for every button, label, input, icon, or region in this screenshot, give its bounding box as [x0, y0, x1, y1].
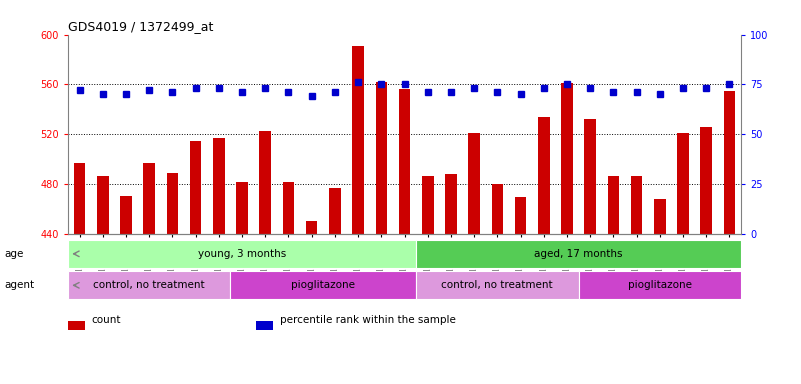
Bar [376, 82, 387, 234]
Bar [256, 321, 273, 330]
Bar [492, 184, 503, 234]
Bar [469, 133, 480, 234]
Bar [68, 240, 416, 268]
Bar [213, 138, 225, 234]
Bar [329, 188, 340, 234]
Bar [416, 271, 578, 300]
Bar [538, 117, 549, 234]
Bar [283, 182, 294, 234]
Bar [260, 131, 271, 234]
Text: aged, 17 months: aged, 17 months [534, 249, 622, 259]
Text: pioglitazone: pioglitazone [292, 280, 356, 290]
Bar [399, 89, 410, 234]
Bar [445, 174, 457, 234]
Bar [422, 175, 433, 234]
Bar [74, 163, 86, 234]
Bar [167, 173, 179, 234]
Text: control, no treatment: control, no treatment [94, 280, 205, 290]
Text: age: age [4, 249, 23, 259]
Text: agent: agent [4, 280, 34, 290]
Bar [416, 240, 741, 268]
Bar [68, 271, 231, 300]
Text: young, 3 months: young, 3 months [198, 249, 286, 259]
Text: percentile rank within the sample: percentile rank within the sample [280, 315, 456, 325]
Bar [68, 321, 85, 330]
Bar [236, 182, 248, 234]
Bar [352, 46, 364, 234]
Bar [584, 119, 596, 234]
Bar [654, 199, 666, 234]
Bar [97, 175, 109, 234]
Bar [515, 197, 526, 234]
Bar [700, 127, 712, 234]
Text: count: count [91, 315, 121, 325]
Bar [143, 163, 155, 234]
Bar [190, 141, 202, 234]
Text: control, no treatment: control, no treatment [441, 280, 553, 290]
Bar [120, 195, 132, 234]
Bar [677, 133, 689, 234]
Bar [306, 220, 317, 234]
Bar [630, 175, 642, 234]
Text: GDS4019 / 1372499_at: GDS4019 / 1372499_at [68, 20, 213, 33]
Bar [607, 175, 619, 234]
Text: pioglitazone: pioglitazone [628, 280, 692, 290]
Bar [723, 91, 735, 234]
Bar [562, 83, 573, 234]
Bar [578, 271, 741, 300]
Bar [231, 271, 416, 300]
